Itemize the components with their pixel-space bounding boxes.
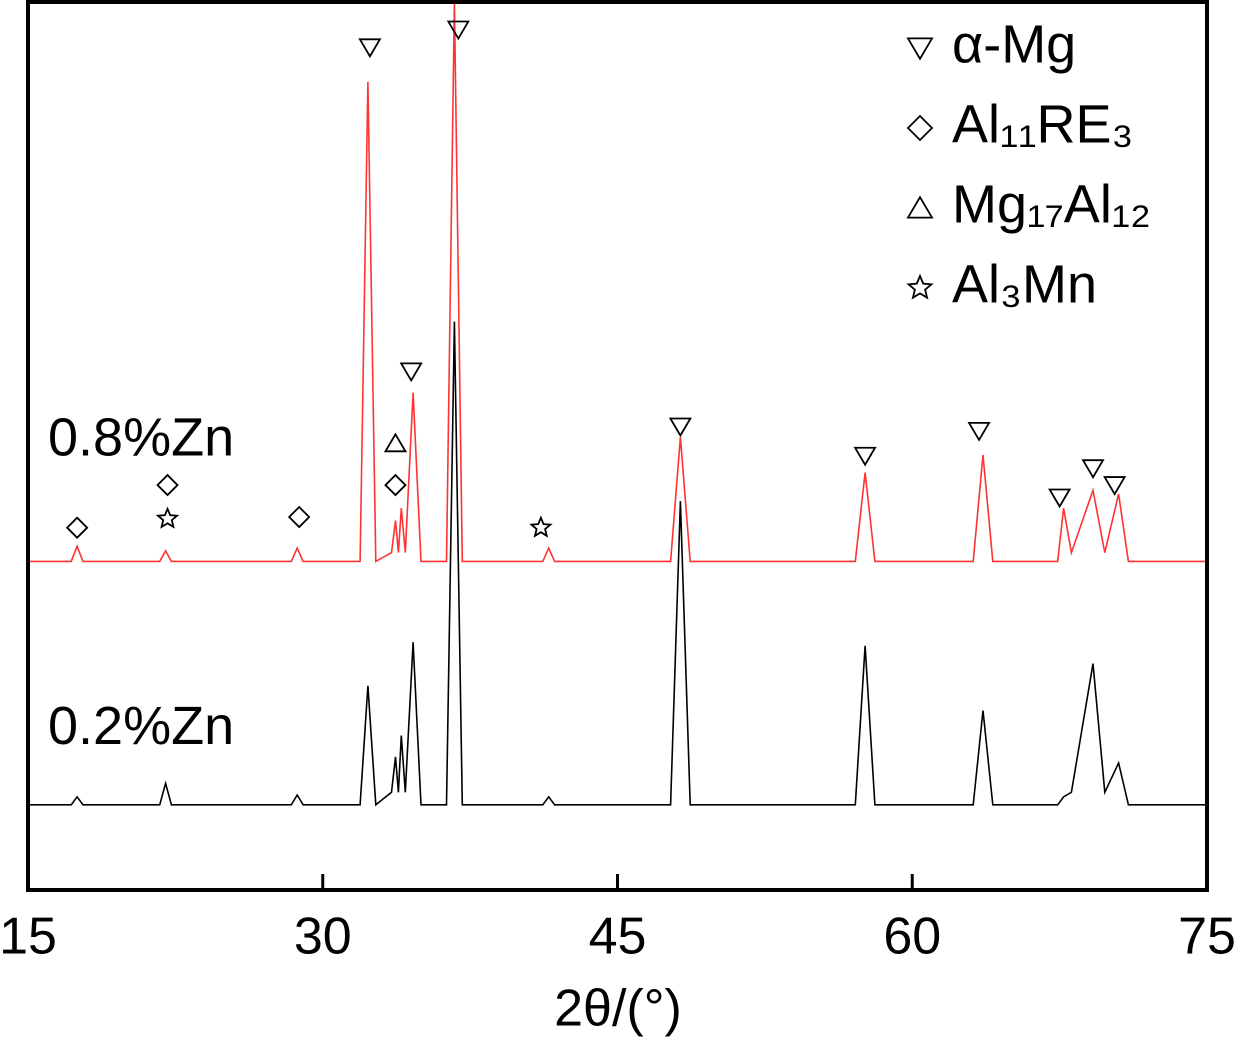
legend-symbol [906, 114, 934, 142]
series-label: 0.8%Zn [48, 408, 234, 468]
phase-marker [853, 446, 877, 467]
phase-marker [399, 362, 423, 383]
x-tick-label: 30 [294, 908, 352, 966]
phase-marker [384, 473, 407, 497]
x-axis-label: 2θ/(°) [554, 980, 682, 1038]
legend-label: Mg₁₇Al₁₂ [952, 174, 1151, 234]
legend-label: α-Mg [952, 14, 1076, 74]
x-tick-label: 45 [589, 908, 647, 966]
series-line [28, 2, 1207, 563]
legend-label: Al₁₁RE₃ [952, 94, 1133, 154]
phase-marker [668, 417, 692, 438]
legend-symbol [906, 273, 934, 300]
phase-marker [446, 20, 470, 41]
phase-marker [155, 506, 180, 529]
phase-marker [529, 515, 553, 538]
phase-marker [1048, 488, 1072, 509]
legend-symbol [906, 37, 934, 61]
phase-marker [65, 516, 89, 539]
phase-marker [967, 422, 991, 442]
legend-symbol [906, 195, 934, 219]
x-tick-label: 60 [883, 908, 941, 966]
series-line [28, 321, 1207, 807]
phase-marker [383, 432, 408, 453]
series-label: 0.2%Zn [48, 696, 234, 756]
phase-marker [358, 38, 382, 59]
legend-label: Al₃Mn [952, 254, 1097, 314]
phase-marker [1103, 476, 1127, 496]
phase-marker [156, 473, 179, 497]
x-tick-label: 75 [1178, 908, 1236, 966]
x-tick-label: 15 [0, 908, 57, 966]
phase-marker [1081, 459, 1105, 479]
phase-marker [287, 505, 311, 529]
